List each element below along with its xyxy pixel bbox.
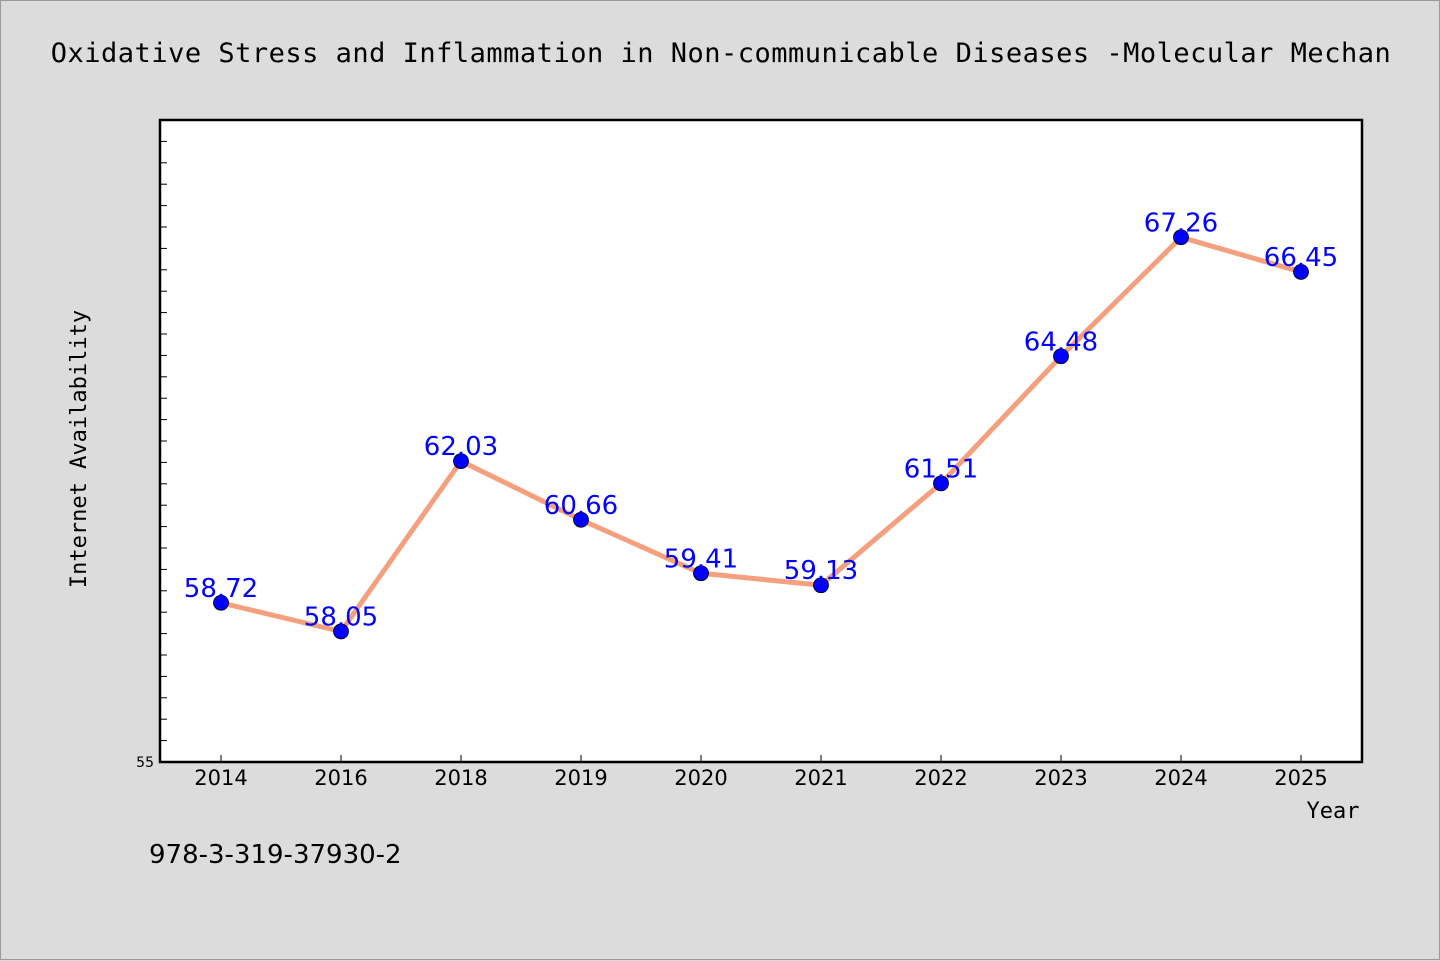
data-point bbox=[933, 475, 949, 492]
data-point bbox=[1173, 229, 1189, 246]
data-label: 66.45 bbox=[1264, 243, 1338, 273]
y-axis-label: Internet Availability bbox=[67, 310, 92, 588]
x-tick-label: 2018 bbox=[434, 766, 487, 790]
footer-isbn: 978-3-319-37930-2 bbox=[149, 840, 402, 870]
data-point bbox=[333, 623, 349, 640]
x-tick-label: 2022 bbox=[914, 766, 967, 790]
data-label: 59.13 bbox=[784, 556, 858, 586]
data-label: 58.05 bbox=[304, 602, 378, 632]
x-tick-label: 2021 bbox=[794, 766, 847, 790]
data-point bbox=[453, 453, 469, 470]
x-axis-ticks: 2014 2016 2018 2019 2020 2021 2022 2023 2024 2025 bbox=[194, 755, 1328, 790]
data-label: 67.26 bbox=[1144, 208, 1218, 238]
data-label: 60.66 bbox=[544, 491, 618, 521]
series-line bbox=[218, 234, 1304, 634]
y-tick-label: 55 bbox=[136, 755, 154, 771]
data-label: 61.51 bbox=[904, 454, 978, 484]
data-label: 62.03 bbox=[424, 432, 498, 462]
x-tick-label: 2019 bbox=[554, 766, 607, 790]
x-tick-label: 2024 bbox=[1154, 766, 1207, 790]
data-label: 58.72 bbox=[184, 574, 258, 604]
data-point bbox=[693, 565, 709, 582]
data-point bbox=[813, 577, 829, 594]
data-point bbox=[1053, 348, 1069, 365]
data-point bbox=[573, 511, 589, 528]
data-point bbox=[1293, 264, 1309, 280]
x-tick-label: 2016 bbox=[314, 766, 367, 790]
data-series: 58.72 58.05 62.03 60.66 59.41 59.13 61.51 64.48… bbox=[184, 208, 1338, 640]
data-label: 59.41 bbox=[664, 544, 738, 574]
chart-title: Oxidative Stress and Inflammation in Non… bbox=[51, 38, 1391, 69]
data-point bbox=[213, 594, 229, 611]
data-label: 64.48 bbox=[1024, 327, 1098, 357]
plot-area bbox=[158, 118, 1364, 764]
y-axis-ticks: 55 bbox=[136, 140, 167, 771]
x-tick-label: 2025 bbox=[1274, 766, 1327, 790]
x-tick-label: 2020 bbox=[674, 766, 727, 790]
x-tick-label: 2023 bbox=[1034, 766, 1087, 790]
x-axis-label: Year bbox=[1307, 799, 1360, 824]
x-tick-label: 2014 bbox=[194, 766, 247, 790]
